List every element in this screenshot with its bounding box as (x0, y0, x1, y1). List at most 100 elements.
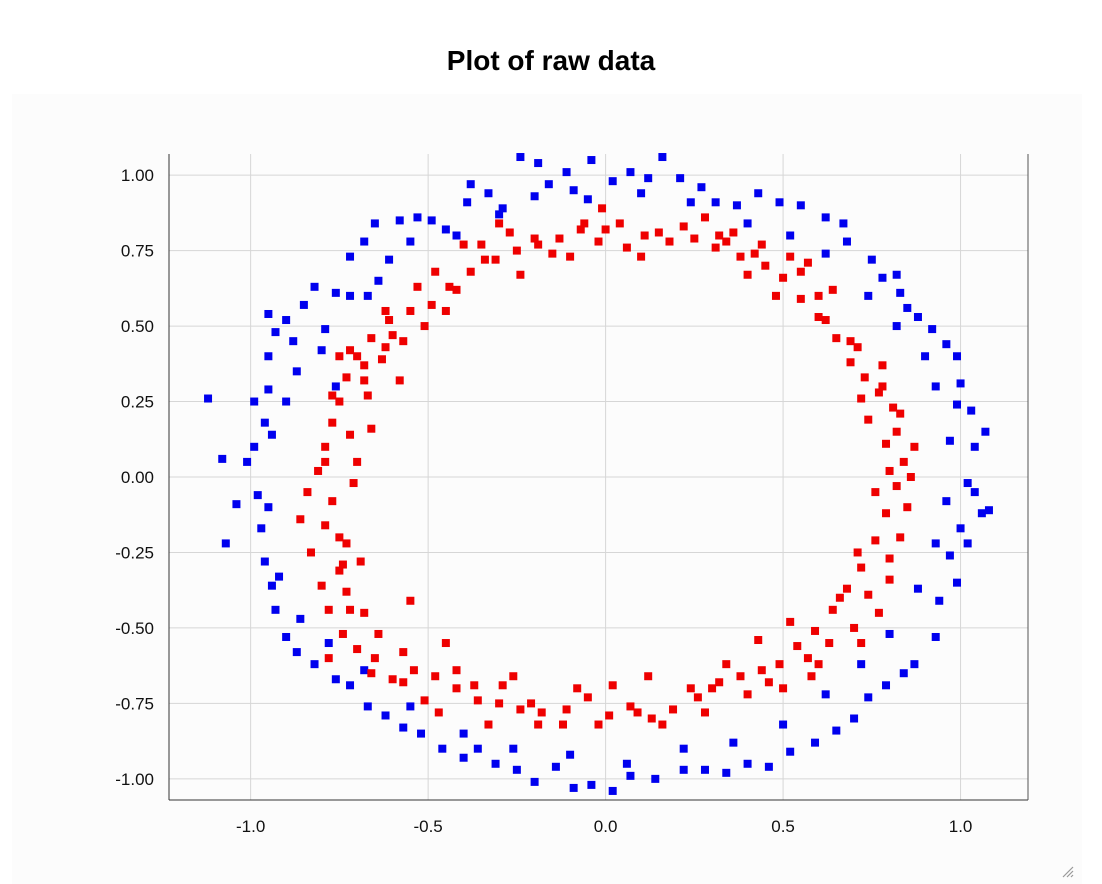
scatter-point (257, 524, 266, 533)
scatter-point (864, 415, 873, 424)
scatter-point (679, 765, 688, 774)
scatter-point (317, 346, 326, 355)
scatter-point (409, 666, 418, 675)
scatter-point (953, 352, 962, 361)
scatter-point (360, 666, 369, 675)
scatter-point (953, 578, 962, 587)
scatter-point (349, 479, 358, 488)
scatter-point (328, 418, 337, 427)
scatter-point (700, 213, 709, 222)
scatter-point (945, 436, 954, 445)
scatter-point (353, 645, 362, 654)
y-tick-label: -1.00 (115, 770, 154, 789)
scatter-point (509, 744, 518, 753)
scatter-point (945, 551, 954, 560)
scatter-point (335, 533, 344, 542)
scatter-point (828, 605, 837, 614)
scatter-point (658, 720, 667, 729)
scatter-point (473, 696, 482, 705)
scatter-point (204, 394, 213, 403)
scatter-point (498, 204, 507, 213)
data-points (204, 153, 993, 795)
scatter-point (722, 237, 731, 246)
scatter-point (516, 705, 525, 714)
scatter-point (608, 681, 617, 690)
scatter-point (267, 581, 276, 590)
scatter-point (321, 457, 330, 466)
scatter-point (420, 696, 429, 705)
scatter-point (346, 252, 355, 261)
scatter-point (878, 273, 887, 282)
scatter-point (250, 397, 259, 406)
scatter-point (530, 192, 539, 201)
scatter-point (544, 180, 553, 189)
scatter-point (956, 379, 965, 388)
scatter-point (331, 288, 340, 297)
scatter-point (360, 608, 369, 617)
scatter-point (569, 186, 578, 195)
scatter-point (931, 382, 940, 391)
scatter-point (853, 343, 862, 352)
scatter-point (821, 213, 830, 222)
scatter-point (750, 249, 759, 258)
scatter-point (587, 780, 596, 789)
scatter-point (743, 759, 752, 768)
scatter-point (857, 660, 866, 669)
scatter-point (495, 699, 504, 708)
scatter-point (399, 723, 408, 732)
scatter-point (292, 367, 301, 376)
scatter-plot: -1.0 -0.5 0.0 0.5 1.0 1.00 0.75 0.50 0.25 0.00 -0.… (115, 153, 1029, 836)
scatter-point (608, 786, 617, 795)
scatter-point (495, 219, 504, 228)
y-tick-label: 0.50 (121, 317, 154, 336)
scatter-point (736, 672, 745, 681)
scatter-point (473, 744, 482, 753)
scatter-point (321, 442, 330, 451)
scatter-point (328, 497, 337, 506)
scatter-point (729, 228, 738, 237)
scatter-point (729, 738, 738, 747)
scatter-point (882, 439, 891, 448)
scatter-point (491, 759, 500, 768)
scatter-point (644, 174, 653, 183)
scatter-point (658, 153, 667, 162)
x-tick-label: 0.0 (594, 817, 618, 836)
scatter-point (324, 639, 333, 648)
scatter-point (846, 337, 855, 346)
scatter-point (377, 355, 386, 364)
scatter-point (534, 720, 543, 729)
scatter-point (406, 596, 415, 605)
scatter-point (583, 195, 592, 204)
scatter-point (921, 352, 930, 361)
scatter-point (654, 228, 663, 237)
scatter-point (864, 291, 873, 300)
scatter-point (566, 750, 575, 759)
scatter-point (264, 503, 273, 512)
scatter-point (250, 442, 259, 451)
resize-grip-icon[interactable] (1060, 864, 1074, 878)
scatter-point (282, 397, 291, 406)
scatter-point (892, 427, 901, 436)
scatter-point (669, 705, 678, 714)
scatter-point (793, 642, 802, 651)
scatter-point (477, 240, 486, 249)
scatter-point (885, 466, 894, 475)
scatter-point (889, 403, 898, 412)
scatter-point (676, 174, 685, 183)
scatter-point (374, 276, 383, 285)
scatter-point (935, 596, 944, 605)
scatter-point (512, 246, 521, 255)
scatter-point (324, 605, 333, 614)
scatter-point (413, 282, 422, 291)
scatter-point (445, 282, 454, 291)
scatter-point (874, 608, 883, 617)
scatter-point (605, 711, 614, 720)
scatter-point (892, 322, 901, 331)
scatter-point (346, 605, 355, 614)
scatter-point (346, 346, 355, 355)
scatter-point (594, 720, 603, 729)
scatter-point (874, 388, 883, 397)
scatter-point (761, 261, 770, 270)
scatter-point (335, 352, 344, 361)
y-tick-label: -0.50 (115, 619, 154, 638)
